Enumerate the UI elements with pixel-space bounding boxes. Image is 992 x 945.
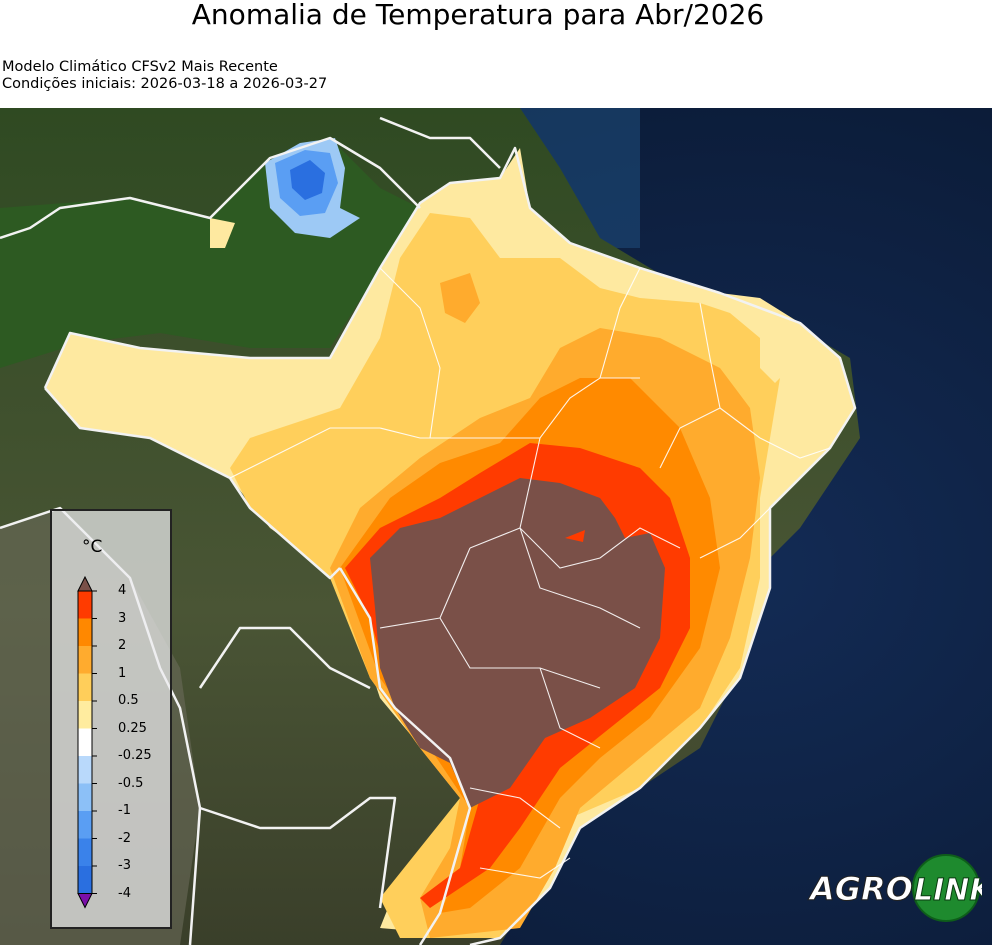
colorbar-tick-label: 4 [118,583,127,598]
colorbar-segment [78,728,92,756]
logo-text-agro: AGRO [807,870,913,908]
initial-conditions-subtitle: Condições iniciais: 2026-03-18 a 2026-03… [2,76,328,92]
colorbar-segment [78,673,92,701]
colorbar-tick-label: -0.5 [118,775,144,791]
country-borders [0,116,857,945]
anomaly-0.5-nordeste [760,328,790,383]
colorbar-segment [78,646,92,674]
colorbar-segment [78,866,92,894]
colorbar-segment [78,756,92,784]
anomaly-0.5-north [210,218,235,248]
colorbar-legend: °C 4 3 2 1 0.5 0.25 -0.25 -0.5 -1 -2 -3 -4 [50,509,172,929]
colorbar-segment [78,811,92,839]
colorbar-segment [78,783,92,811]
colorbar-segment [78,591,92,619]
colorbar-segment [78,838,92,866]
logo-text-link: LINK [914,873,982,908]
colorbar-tick-label: 0.25 [118,720,147,736]
colorbar-unit: °C [82,537,103,557]
colorbar-tick-label: 0.5 [118,693,139,708]
colorbar-segment [78,701,92,729]
colorbar-tick-label: -4 [118,885,131,901]
anomaly-neg-2 [290,160,325,200]
agrolink-logo: AGRO LINK [807,854,982,922]
map-title: Anomalia de Temperatura para Abr/2026 [191,0,765,31]
colorbar-over-arrow [77,575,93,592]
colorbar-tick-label: 3 [118,610,127,626]
model-subtitle: Modelo Climático CFSv2 Mais Recente [2,59,278,75]
colorbar-tick-label: 2 [118,638,127,653]
colorbar-segment [78,618,92,646]
anomaly-1-para [440,273,480,323]
colorbar-outline [77,590,93,894]
colorbar-tick-label: -0.25 [118,748,152,763]
state-borders [229,267,831,879]
colorbar-tick-label: 1 [118,665,127,681]
colorbar-under-arrow [77,893,93,909]
temperature-anomaly-map [0,108,992,945]
colorbar [77,575,97,909]
anomaly-4-patch [565,530,585,542]
colorbar-tick-label: -1 [118,803,131,818]
colorbar-tick-label: -2 [118,830,131,846]
colorbar-tick-label: -3 [118,858,131,873]
logo-green-circle [913,855,979,921]
